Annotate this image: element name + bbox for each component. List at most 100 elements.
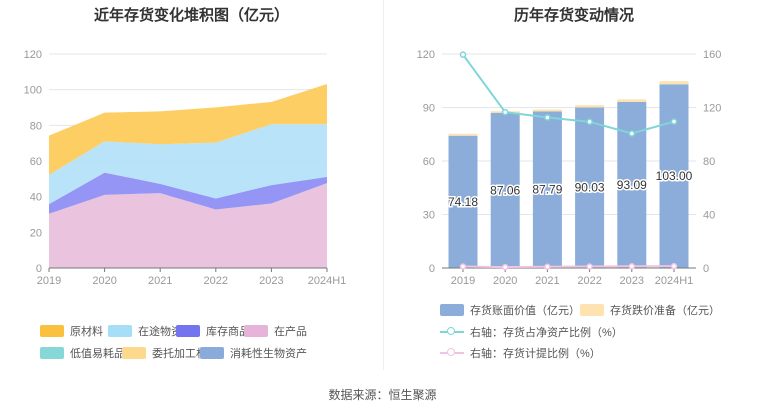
bar-value-label: 103.00 (656, 169, 693, 183)
area-在途物资 (49, 124, 327, 205)
legend-swatch (108, 325, 132, 337)
x-tick-label: 2024H1 (655, 275, 694, 287)
line-右轴：存货占净资产比例（%） (462, 54, 675, 135)
line-point (586, 118, 593, 126)
x-tick-label: 2020 (92, 275, 116, 287)
y-tick-label: 60 (30, 156, 42, 168)
line-point (459, 263, 467, 270)
bar-value-label: 87.79 (532, 183, 562, 197)
line-point (670, 262, 678, 270)
bar-value-label: 74.18 (448, 195, 478, 209)
legend-item[interactable]: 低值易耗品 (40, 345, 125, 361)
bar-impairment (532, 109, 562, 112)
line-point (544, 263, 551, 271)
right-chart-title: 历年存货变动情况 (513, 7, 634, 24)
bar-value-label: 87.06 (490, 183, 520, 197)
y-tick-label: 20 (30, 227, 42, 239)
legend-label: 低值易耗品 (70, 348, 125, 360)
bar-impairment (575, 105, 605, 108)
bar-book-value (448, 135, 478, 268)
y-tick-label: 0 (429, 263, 435, 275)
bar-value-label: 93.09 (617, 178, 647, 192)
y2-tick-label: 120 (703, 103, 721, 115)
area-库存商品 (49, 172, 327, 214)
area-原材料 (49, 83, 327, 175)
line-point (501, 108, 509, 116)
legend-swatch (580, 304, 604, 316)
legend-item[interactable]: 库存商品 (176, 323, 250, 339)
bar-impairment (617, 99, 647, 102)
line-point (586, 263, 593, 270)
legend-label: 库存商品 (206, 326, 250, 338)
y-tick-label: 40 (30, 192, 42, 204)
legend-item[interactable]: 原材料 (40, 323, 103, 339)
legend-swatch (440, 304, 464, 316)
line-point (501, 263, 509, 271)
area-在产品 (49, 183, 327, 268)
legend-label: 存货跌价准备（亿元） (610, 305, 720, 317)
bar-book-value (659, 84, 689, 268)
legend-item[interactable]: 在产品 (244, 323, 307, 339)
legend-swatch (40, 347, 64, 359)
legend-label: 在途物资 (138, 326, 182, 338)
legend-label: 存货账面价值（亿元） (470, 305, 580, 317)
legend-item[interactable]: 存货账面价值（亿元） (440, 302, 580, 318)
legend-label: 原材料 (70, 326, 103, 338)
x-tick-label: 2019 (451, 275, 475, 287)
legend-swatch (244, 325, 268, 337)
x-tick-label: 2021 (148, 275, 172, 287)
legend-item[interactable]: 消耗性生物资产 (200, 345, 307, 361)
left-chart-title: 近年存货变化堆积图（亿元） (93, 7, 289, 24)
data-source: 数据来源：恒生聚源 (328, 388, 437, 402)
y-tick-label: 100 (24, 85, 42, 97)
legend-label: 消耗性生物资产 (230, 348, 307, 360)
legend-swatch (40, 325, 64, 337)
x-tick-label: 2023 (620, 275, 644, 287)
y-tick-label: 90 (423, 103, 435, 115)
legend-item[interactable]: 在途物资 (108, 323, 182, 339)
y2-tick-label: 40 (703, 210, 715, 222)
y2-tick-label: 160 (703, 49, 721, 61)
legend-label: 右轴：存货计提比例（%） (470, 348, 601, 360)
legend-swatch (200, 347, 224, 359)
x-tick-label: 2024H1 (308, 275, 347, 287)
x-tick-label: 2020 (493, 275, 517, 287)
y-tick-label: 120 (24, 49, 42, 61)
line-point (628, 263, 636, 270)
line-point (544, 114, 551, 121)
legend-label: 在产品 (274, 326, 307, 338)
legend-item[interactable]: 右轴：存货计提比例（%） (440, 345, 601, 361)
y-tick-label: 80 (30, 120, 42, 132)
bar-book-value (617, 101, 647, 268)
y-tick-label: 60 (423, 156, 435, 168)
bar-book-value (575, 107, 605, 268)
y2-tick-label: 80 (703, 156, 715, 168)
x-tick-label: 2022 (204, 275, 228, 287)
y2-tick-label: 0 (703, 263, 709, 275)
charts-svg: 0 20 40 60 80 100 120 2019 2020 2021 2022 2023 2024H… (24, 49, 722, 287)
bar-impairment (448, 133, 478, 136)
line-point (459, 51, 467, 58)
bar-value-label: 90.03 (575, 181, 605, 195)
legend-swatch (176, 325, 200, 337)
legend-item[interactable]: 右轴：存货占净资产比例（%） (440, 324, 623, 340)
y-tick-label: 120 (417, 49, 435, 61)
bar-book-value (490, 112, 520, 268)
line-point (628, 130, 636, 137)
divider (383, 0, 384, 370)
legend-swatch (122, 347, 146, 359)
legend-item[interactable]: 存货跌价准备（亿元） (580, 302, 720, 318)
bar-book-value (532, 111, 562, 269)
y-tick-label: 0 (36, 263, 42, 275)
x-tick-label: 2023 (259, 275, 283, 287)
y-tick-label: 30 (423, 210, 435, 222)
bar-impairment (659, 81, 689, 85)
x-tick-label: 2021 (535, 275, 559, 287)
x-tick-label: 2019 (37, 275, 61, 287)
x-tick-label: 2022 (577, 275, 601, 287)
legend-swatch (440, 326, 464, 338)
line-point (670, 118, 678, 125)
legend-swatch (440, 347, 464, 359)
line-右轴：存货计提比例（%） (462, 265, 675, 269)
